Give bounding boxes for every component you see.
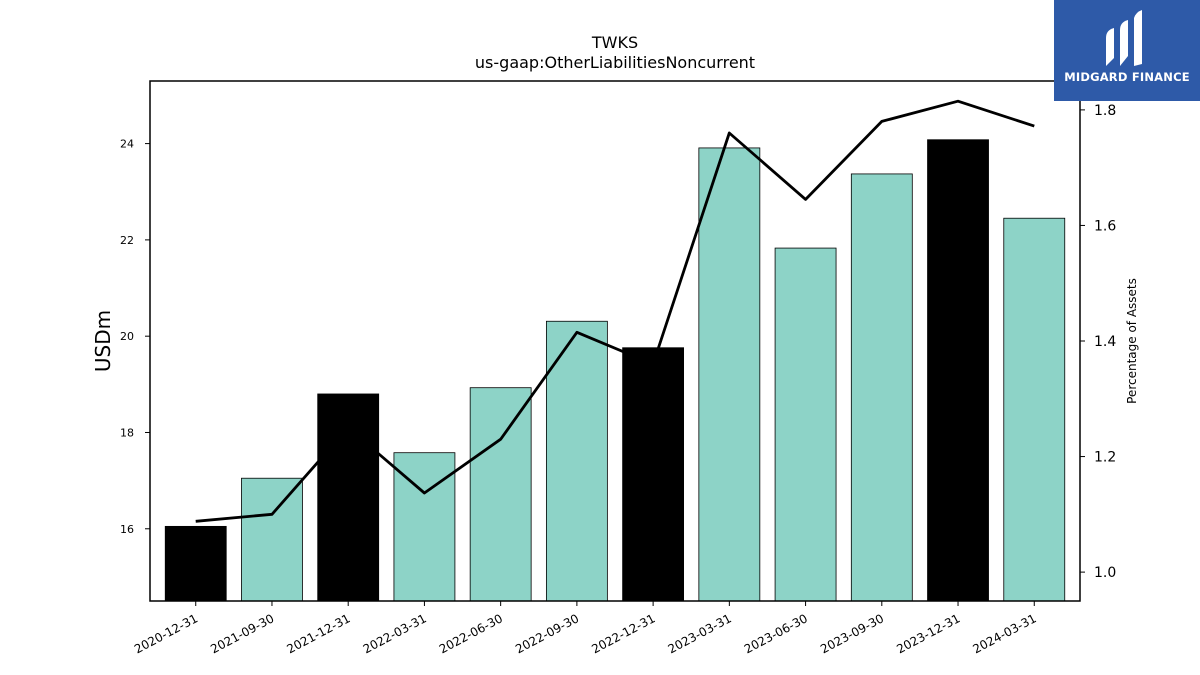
bar-2021-09-30	[241, 477, 303, 602]
y-tick-label: 16	[120, 523, 134, 536]
percentage-of-assets-line	[195, 99, 1035, 523]
bar-2023-06-30	[774, 247, 837, 602]
x-tick-label: 2022-06-30	[437, 611, 505, 656]
y-tick-label: 24	[120, 138, 134, 151]
x-tick-label: 2023-12-31	[894, 611, 962, 656]
bar-2024-03-31	[1003, 217, 1066, 602]
y-tick-label: 22	[120, 234, 134, 247]
y2-tick-label: 1.8	[1094, 103, 1116, 119]
x-tick-label: 2021-09-30	[208, 611, 276, 656]
y2-axis-label: Percentage of Assets	[1125, 278, 1139, 404]
bar-2023-09-30	[850, 173, 913, 602]
logo-text: MIDGARD FINANCE	[1064, 70, 1190, 84]
x-tick-label: 2021-12-31	[284, 611, 352, 656]
chart-subtitle: us-gaap:OtherLiabilitiesNoncurrent	[475, 53, 755, 72]
brand-logo: MIDGARD FINANCE	[1054, 0, 1200, 101]
x-tick-label: 2024-03-31	[971, 611, 1039, 656]
midgard-logo-icon	[1106, 10, 1142, 66]
bar-2023-03-31	[698, 147, 761, 602]
y2-tick-label: 1.6	[1094, 218, 1116, 234]
x-tick-label: 2023-03-31	[666, 611, 734, 656]
bar-2022-12-31	[622, 347, 685, 602]
bar-2022-09-30	[545, 320, 608, 602]
x-tick-label: 2023-09-30	[818, 611, 886, 656]
bar-2020-12-31	[164, 525, 227, 602]
x-tick-label: 2023-06-30	[742, 611, 810, 656]
bar-2021-12-31	[317, 393, 380, 602]
y2-tick-label: 1.4	[1094, 334, 1116, 350]
y-tick-label: 20	[120, 330, 134, 343]
y-axis-label: USDm	[91, 310, 115, 372]
y2-tick-label: 1.2	[1094, 450, 1116, 466]
x-tick-label: 2022-09-30	[513, 611, 581, 656]
y-tick-label: 18	[120, 426, 134, 439]
y2-tick-label: 1.0	[1094, 565, 1116, 581]
bar-2022-06-30	[469, 387, 532, 602]
chart-title: TWKS	[591, 33, 638, 52]
x-tick-label: 2022-03-31	[361, 611, 429, 656]
x-tick-label: 2020-12-31	[132, 611, 200, 656]
x-tick-label: 2022-12-31	[589, 611, 657, 656]
bar-2023-12-31	[927, 139, 989, 602]
